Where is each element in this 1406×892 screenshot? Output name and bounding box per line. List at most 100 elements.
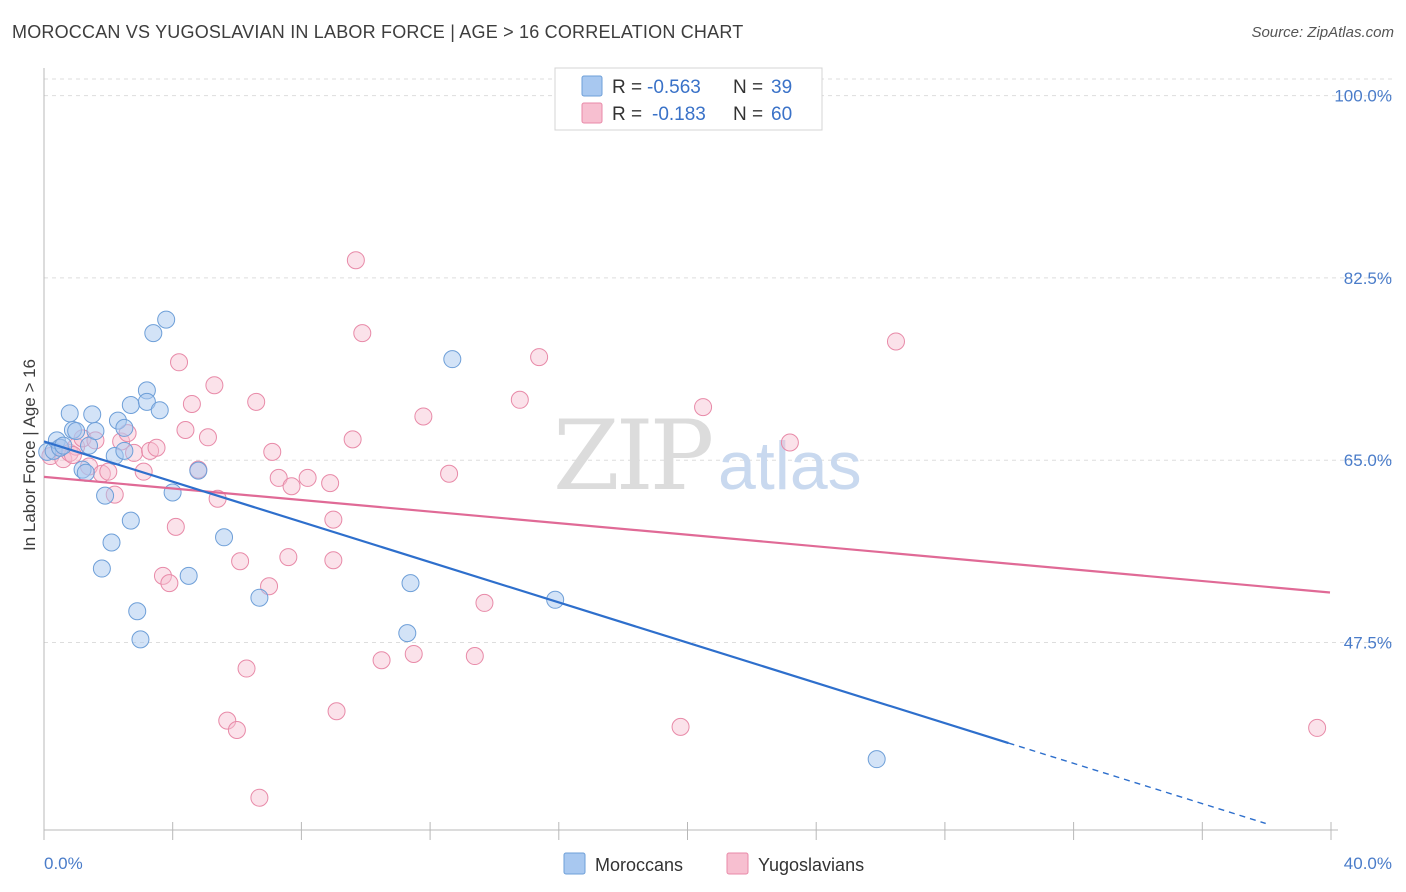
yugoslavians-point <box>182 394 201 413</box>
y-tick-label: 100.0% <box>1334 87 1392 106</box>
y-tick-labels: 47.5% 65.0% 82.5% 100.0% <box>1334 87 1392 653</box>
moroccans-trend-line-extension <box>1008 742 1266 825</box>
yugoslavians-point <box>780 433 799 452</box>
y-tick-label: 82.5% <box>1344 269 1392 288</box>
moroccans-point <box>115 441 134 460</box>
yugoslavians-point <box>324 551 343 570</box>
x-axis-ticks <box>43 822 1332 840</box>
yugoslavians-point <box>269 468 288 487</box>
moroccans-series-label: Moroccans <box>595 855 683 875</box>
yugoslavians-point <box>694 398 713 417</box>
yugoslavians-point <box>282 477 301 496</box>
x-tick-label-min: 0.0% <box>44 854 83 873</box>
moroccans-point <box>144 324 163 343</box>
yugoslavians-point <box>227 721 246 739</box>
moroccans-point <box>121 511 140 530</box>
moroccans-point <box>867 750 886 769</box>
x-tick-label-max: 40.0% <box>1344 854 1392 873</box>
moroccans-r-value: -0.563 <box>647 77 701 98</box>
moroccans-point <box>163 483 182 502</box>
yugoslavians-series-label: Yugoslavians <box>758 855 864 875</box>
moroccans-point <box>131 630 150 649</box>
yugoslavians-point <box>404 644 423 663</box>
yugoslavians-r-value: -0.183 <box>652 104 706 125</box>
yugoslavians-point <box>327 702 346 721</box>
yugoslavians-point <box>166 517 185 536</box>
yugoslavians-point <box>671 717 690 736</box>
moroccans-points <box>38 310 886 769</box>
y-tick-label: 47.5% <box>1344 634 1392 653</box>
yugoslavians-points <box>41 251 1327 807</box>
y-axis-title: In Labor Force | Age > 16 <box>20 359 39 551</box>
yugoslavians-point <box>237 659 256 678</box>
watermark-zip: ZIP <box>553 400 712 512</box>
yugoslavians-point <box>298 468 317 487</box>
yugoslavians-point <box>247 392 266 411</box>
yugoslavians-point <box>99 462 118 481</box>
moroccans-point <box>189 461 208 480</box>
yugoslavians-point <box>353 324 372 343</box>
moroccans-legend-swatch <box>581 75 603 97</box>
yugoslavians-point <box>160 574 179 593</box>
yugoslavians-point <box>1308 718 1327 737</box>
source-label: Source: ZipAtlas.com <box>1251 24 1394 41</box>
moroccans-point <box>115 418 134 437</box>
yugoslavians-point <box>231 552 250 571</box>
moroccans-point <box>150 401 169 420</box>
series-legend: Moroccans Yugoslavians <box>563 852 864 875</box>
moroccans-trend-line <box>43 440 1009 745</box>
trend-lines <box>43 440 1331 825</box>
yugoslavians-point <box>414 407 433 426</box>
chart-title: MOROCCAN VS YUGOSLAVIAN IN LABOR FORCE |… <box>12 22 744 42</box>
yugoslavians-point <box>176 421 195 439</box>
yugoslavians-point <box>324 510 343 529</box>
y-tick-label: 65.0% <box>1344 451 1392 470</box>
yugoslavians-point <box>510 390 529 409</box>
yugoslavians-point <box>147 438 166 457</box>
yugoslavians-n-value: 60 <box>771 104 792 125</box>
yugoslavians-point <box>346 251 365 270</box>
moroccans-n-value: 39 <box>771 77 792 98</box>
yugoslavians-r-label: R = <box>612 104 642 125</box>
moroccans-point <box>179 566 198 585</box>
yugoslavians-point <box>372 651 391 670</box>
moroccans-point <box>86 422 105 441</box>
moroccans-n-label: N = <box>733 77 763 98</box>
yugoslavians-point <box>475 593 494 612</box>
moroccans-point <box>215 528 234 547</box>
moroccans-point <box>92 559 111 578</box>
yugoslavians-point <box>198 428 217 447</box>
yugoslavians-point <box>343 430 362 449</box>
moroccans-point <box>96 486 115 505</box>
moroccans-point <box>60 404 79 423</box>
yugoslavians-series-swatch <box>726 852 749 875</box>
yugoslavians-point <box>440 464 459 483</box>
moroccans-point <box>157 310 176 329</box>
yugoslavians-n-label: N = <box>733 104 763 125</box>
moroccans-point <box>102 533 121 552</box>
yugoslavians-point <box>321 474 340 493</box>
moroccans-point <box>137 392 156 411</box>
yugoslavians-point <box>279 548 298 567</box>
watermark-atlas: atlas <box>718 428 862 504</box>
moroccans-point <box>398 624 417 643</box>
yugoslavians-point <box>263 442 282 461</box>
yugoslavians-point <box>153 566 172 585</box>
stats-legend: R = -0.563 N = 39 R = -0.183 N = 60 <box>554 67 823 131</box>
yugoslavians-point <box>886 332 905 351</box>
yugoslavians-point <box>218 711 237 730</box>
moroccans-point <box>83 405 102 424</box>
moroccans-point <box>67 422 86 441</box>
yugoslavians-trend-line <box>43 475 1331 594</box>
moroccans-r-label: R = <box>612 77 642 98</box>
moroccans-point <box>401 574 420 593</box>
moroccans-point <box>443 350 462 369</box>
moroccans-point <box>128 602 147 621</box>
yugoslavians-point <box>530 348 549 367</box>
yugoslavians-legend-swatch <box>581 102 603 124</box>
moroccans-point <box>121 396 140 414</box>
yugoslavians-point <box>170 353 189 372</box>
yugoslavians-point <box>205 376 224 395</box>
yugoslavians-point <box>250 788 269 807</box>
